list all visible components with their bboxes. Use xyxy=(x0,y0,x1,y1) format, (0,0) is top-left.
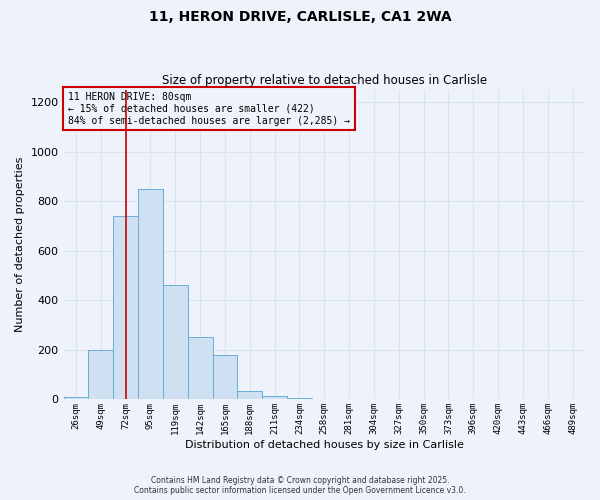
X-axis label: Distribution of detached houses by size in Carlisle: Distribution of detached houses by size … xyxy=(185,440,464,450)
Bar xyxy=(287,398,312,400)
Bar xyxy=(64,397,88,400)
Y-axis label: Number of detached properties: Number of detached properties xyxy=(15,157,25,332)
Text: Contains HM Land Registry data © Crown copyright and database right 2025.
Contai: Contains HM Land Registry data © Crown c… xyxy=(134,476,466,495)
Bar xyxy=(188,338,212,400)
Bar xyxy=(238,390,262,400)
Text: 11 HERON DRIVE: 80sqm
← 15% of detached houses are smaller (422)
84% of semi-det: 11 HERON DRIVE: 80sqm ← 15% of detached … xyxy=(68,92,350,126)
Bar xyxy=(163,286,188,400)
Text: 11, HERON DRIVE, CARLISLE, CA1 2WA: 11, HERON DRIVE, CARLISLE, CA1 2WA xyxy=(149,10,451,24)
Bar xyxy=(88,350,113,400)
Title: Size of property relative to detached houses in Carlisle: Size of property relative to detached ho… xyxy=(162,74,487,87)
Bar xyxy=(113,216,138,400)
Bar xyxy=(262,396,287,400)
Bar xyxy=(138,188,163,400)
Bar xyxy=(212,355,238,400)
